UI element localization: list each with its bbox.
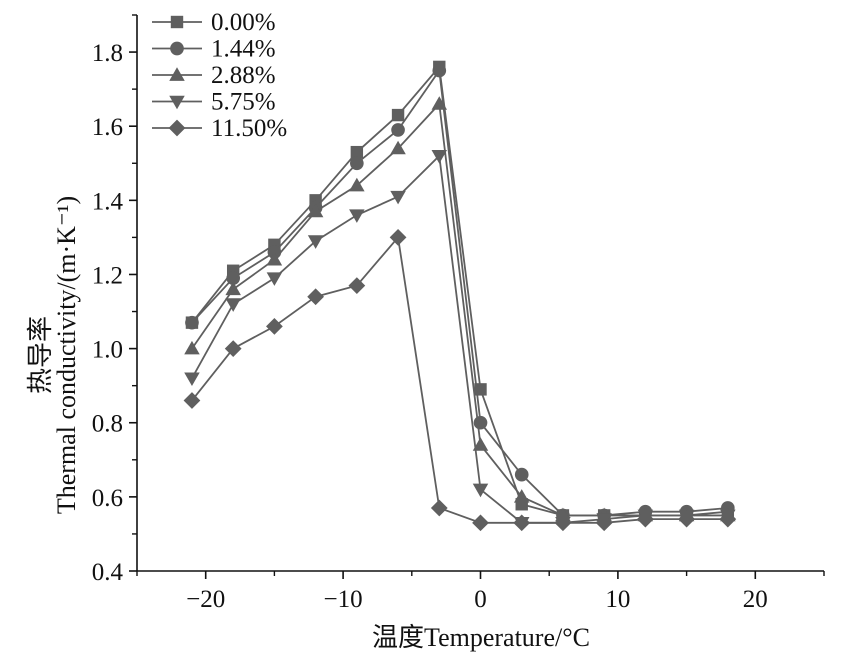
data-point — [719, 510, 737, 528]
legend-label: 0.00% — [211, 9, 276, 36]
data-point — [307, 203, 324, 218]
data-point — [431, 150, 448, 164]
series-layer — [183, 60, 737, 532]
y-tick-label: 1.8 — [92, 40, 123, 67]
legend-marker — [170, 41, 184, 56]
legend-entry: 0.00% — [152, 9, 276, 36]
data-point — [225, 298, 241, 312]
data-point — [266, 251, 283, 266]
data-point — [349, 177, 365, 192]
y-tick-label: 0.4 — [92, 559, 124, 586]
legend-entry: 1.44% — [152, 36, 276, 63]
y-tick-label: 1.4 — [92, 188, 124, 215]
x-tick-label: 0 — [474, 586, 487, 613]
y-axis-label-cn: 热导率 — [26, 316, 55, 394]
data-point — [432, 63, 447, 78]
data-point — [266, 317, 283, 335]
data-point — [225, 281, 241, 296]
series-line — [191, 101, 728, 517]
data-point — [350, 145, 364, 159]
legend-marker — [170, 15, 184, 29]
data-point — [226, 271, 240, 285]
data-point — [472, 483, 489, 498]
data-point — [431, 96, 448, 110]
data-point — [391, 108, 405, 122]
x-tick-label: 10 — [605, 586, 630, 613]
data-point — [390, 190, 406, 205]
y-tick-label: 0.6 — [92, 485, 123, 512]
y-axis-label-en: Thermal conductivity/(m·K⁻¹) — [52, 196, 81, 514]
data-point — [307, 288, 324, 306]
data-point — [514, 467, 529, 482]
data-point — [391, 123, 405, 137]
y-tick-label: 1.6 — [92, 114, 123, 141]
data-point — [389, 229, 407, 246]
data-point — [472, 437, 489, 451]
legend-marker — [169, 95, 185, 110]
legend-entry: 5.75% — [152, 89, 276, 116]
legend-marker — [168, 119, 186, 137]
series-4 — [183, 229, 737, 532]
series-line — [191, 153, 728, 524]
data-point — [184, 372, 200, 387]
data-point — [678, 510, 695, 528]
legend-label: 11.50% — [211, 115, 287, 142]
data-point — [513, 489, 530, 503]
data-point — [473, 415, 488, 430]
legend-entry: 2.88% — [152, 62, 276, 89]
legend-entry: 11.50% — [152, 115, 287, 142]
series-2 — [184, 96, 736, 522]
x-tick-label: 20 — [743, 586, 768, 613]
data-point — [266, 272, 283, 286]
data-point — [472, 514, 489, 532]
data-point — [185, 315, 199, 330]
x-tick-label: −20 — [186, 586, 225, 613]
series-line — [191, 68, 728, 517]
data-point — [430, 499, 448, 517]
data-point — [513, 514, 531, 532]
y-tick-label: 1.2 — [92, 262, 123, 289]
data-point — [350, 156, 364, 171]
legend-label: 5.75% — [211, 89, 276, 116]
data-point — [307, 235, 324, 249]
data-point — [224, 340, 242, 357]
legend: 0.00%1.44%2.88%5.75%11.50% — [152, 9, 287, 142]
ticks: −20 −10 0 10 20 0.4 0.6 0.8 1.0 1.2 1.4 1.6 1.8 — [92, 14, 825, 613]
y-tick-label: 0.8 — [92, 411, 123, 438]
x-axis-label: 温度Temperature/°C — [372, 623, 590, 652]
data-point — [184, 340, 200, 355]
data-point — [554, 514, 572, 532]
x-tick-label: −10 — [324, 586, 363, 613]
data-point — [349, 209, 365, 223]
series-3 — [184, 150, 736, 531]
data-point — [390, 140, 406, 155]
y-tick-label: 1.0 — [92, 337, 123, 364]
y-axis-label: 热导率 Thermal conductivity/(m·K⁻¹) — [26, 196, 81, 514]
legend-marker — [169, 67, 185, 81]
data-point — [595, 514, 613, 532]
legend-label: 1.44% — [211, 36, 276, 63]
data-point — [183, 392, 201, 409]
legend-label: 2.88% — [211, 62, 276, 89]
data-point — [637, 510, 654, 528]
data-point — [348, 277, 366, 294]
